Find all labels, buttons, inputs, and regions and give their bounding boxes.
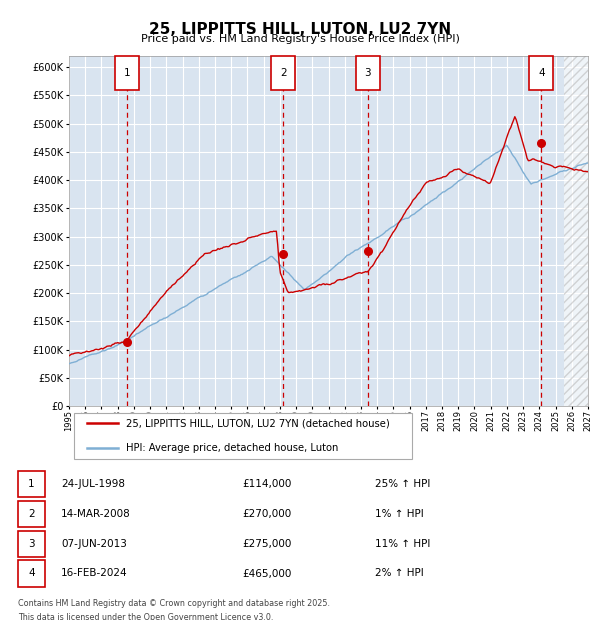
FancyBboxPatch shape [18, 501, 46, 527]
Text: 1: 1 [124, 68, 130, 78]
Text: 24-JUL-1998: 24-JUL-1998 [61, 479, 125, 489]
Text: 07-JUN-2013: 07-JUN-2013 [61, 539, 127, 549]
Text: £465,000: £465,000 [242, 569, 292, 578]
Text: 4: 4 [28, 569, 35, 578]
FancyBboxPatch shape [18, 471, 46, 497]
Text: HPI: Average price, detached house, Luton: HPI: Average price, detached house, Luto… [126, 443, 338, 453]
FancyBboxPatch shape [115, 56, 139, 90]
Text: 3: 3 [28, 539, 35, 549]
Text: 11% ↑ HPI: 11% ↑ HPI [375, 539, 430, 549]
Text: 14-MAR-2008: 14-MAR-2008 [61, 509, 131, 519]
Text: 16-FEB-2024: 16-FEB-2024 [61, 569, 128, 578]
Text: Price paid vs. HM Land Registry's House Price Index (HPI): Price paid vs. HM Land Registry's House … [140, 34, 460, 44]
Text: 3: 3 [365, 68, 371, 78]
Text: 1: 1 [28, 479, 35, 489]
Text: 25, LIPPITTS HILL, LUTON, LU2 7YN: 25, LIPPITTS HILL, LUTON, LU2 7YN [149, 22, 451, 37]
Text: £114,000: £114,000 [242, 479, 292, 489]
Text: 25% ↑ HPI: 25% ↑ HPI [375, 479, 430, 489]
FancyBboxPatch shape [18, 560, 46, 587]
Text: 2% ↑ HPI: 2% ↑ HPI [375, 569, 424, 578]
Text: 2: 2 [28, 509, 35, 519]
Text: Contains HM Land Registry data © Crown copyright and database right 2025.: Contains HM Land Registry data © Crown c… [18, 599, 330, 608]
Bar [563, 56, 588, 406]
FancyBboxPatch shape [18, 531, 46, 557]
FancyBboxPatch shape [74, 413, 412, 459]
Text: 4: 4 [538, 68, 545, 78]
Text: £270,000: £270,000 [242, 509, 292, 519]
Text: This data is licensed under the Open Government Licence v3.0.: This data is licensed under the Open Gov… [18, 613, 273, 620]
Text: £275,000: £275,000 [242, 539, 292, 549]
Text: 25, LIPPITTS HILL, LUTON, LU2 7YN (detached house): 25, LIPPITTS HILL, LUTON, LU2 7YN (detac… [126, 418, 390, 428]
FancyBboxPatch shape [356, 56, 380, 90]
FancyBboxPatch shape [529, 56, 553, 90]
FancyBboxPatch shape [271, 56, 295, 90]
Text: 1% ↑ HPI: 1% ↑ HPI [375, 509, 424, 519]
Text: 2: 2 [280, 68, 286, 78]
